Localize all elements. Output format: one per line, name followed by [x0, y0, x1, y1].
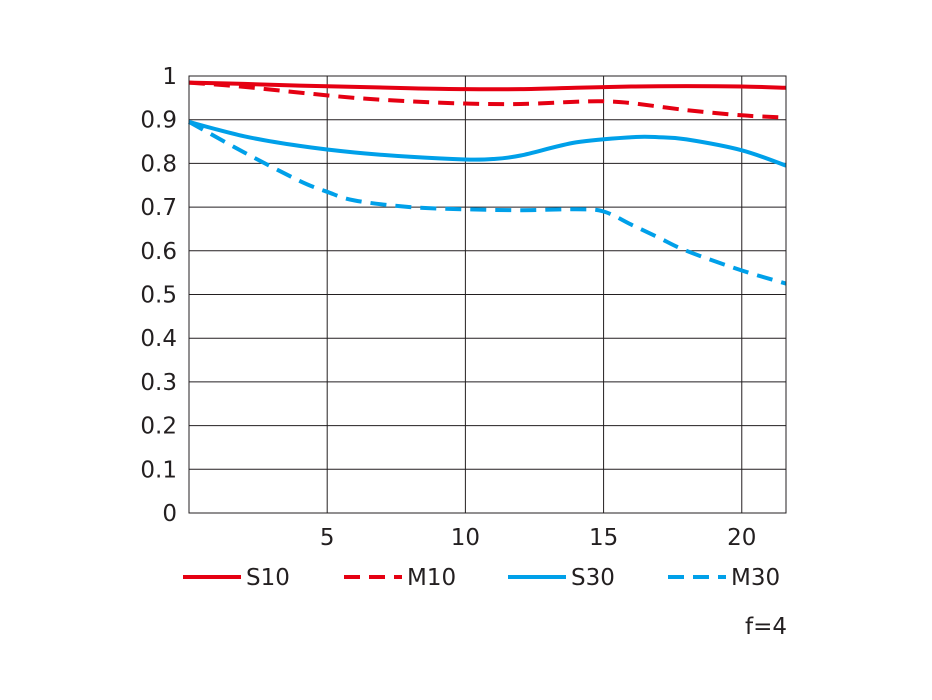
- series-line-s30: [188, 119, 787, 168]
- y-tick-label: 0.3: [140, 370, 177, 396]
- series-line-m10: [188, 80, 787, 120]
- y-tick-label: 0.1: [140, 457, 177, 483]
- y-tick-label: 0: [162, 501, 177, 527]
- y-tick-label: 0.5: [140, 283, 177, 309]
- legend: S10 M10 S30 M30: [183, 565, 780, 591]
- y-tick-label: 0.2: [140, 414, 177, 440]
- y-tick-label: 0.9: [140, 108, 177, 134]
- series-lines: [188, 80, 787, 286]
- legend-label-s10: S10: [246, 565, 290, 591]
- x-tick-label: 20: [727, 525, 756, 551]
- y-tick-label: 0.4: [140, 326, 177, 352]
- legend-label-s30: S30: [571, 565, 615, 591]
- y-axis-tick-labels: 0 0.1 0.2 0.3 0.4 0.5 0.6 0.7 0.8 0.9 1: [140, 64, 177, 527]
- aperture-annotation: f=4: [745, 614, 787, 640]
- x-tick-label: 15: [589, 525, 618, 551]
- x-tick-label: 10: [451, 525, 480, 551]
- plot-frame: [188, 75, 787, 514]
- y-tick-label: 0.6: [140, 239, 177, 265]
- series-line-m30: [188, 120, 787, 286]
- x-tick-label: 5: [320, 525, 335, 551]
- series-line-s10: [188, 80, 787, 92]
- y-tick-label: 0.7: [140, 195, 177, 221]
- legend-label-m10: M10: [407, 565, 456, 591]
- y-tick-label: 1: [162, 64, 177, 90]
- y-tick-label: 0.8: [140, 151, 177, 177]
- x-axis-tick-labels: 5 10 15 20: [320, 525, 757, 551]
- legend-label-m30: M30: [731, 565, 780, 591]
